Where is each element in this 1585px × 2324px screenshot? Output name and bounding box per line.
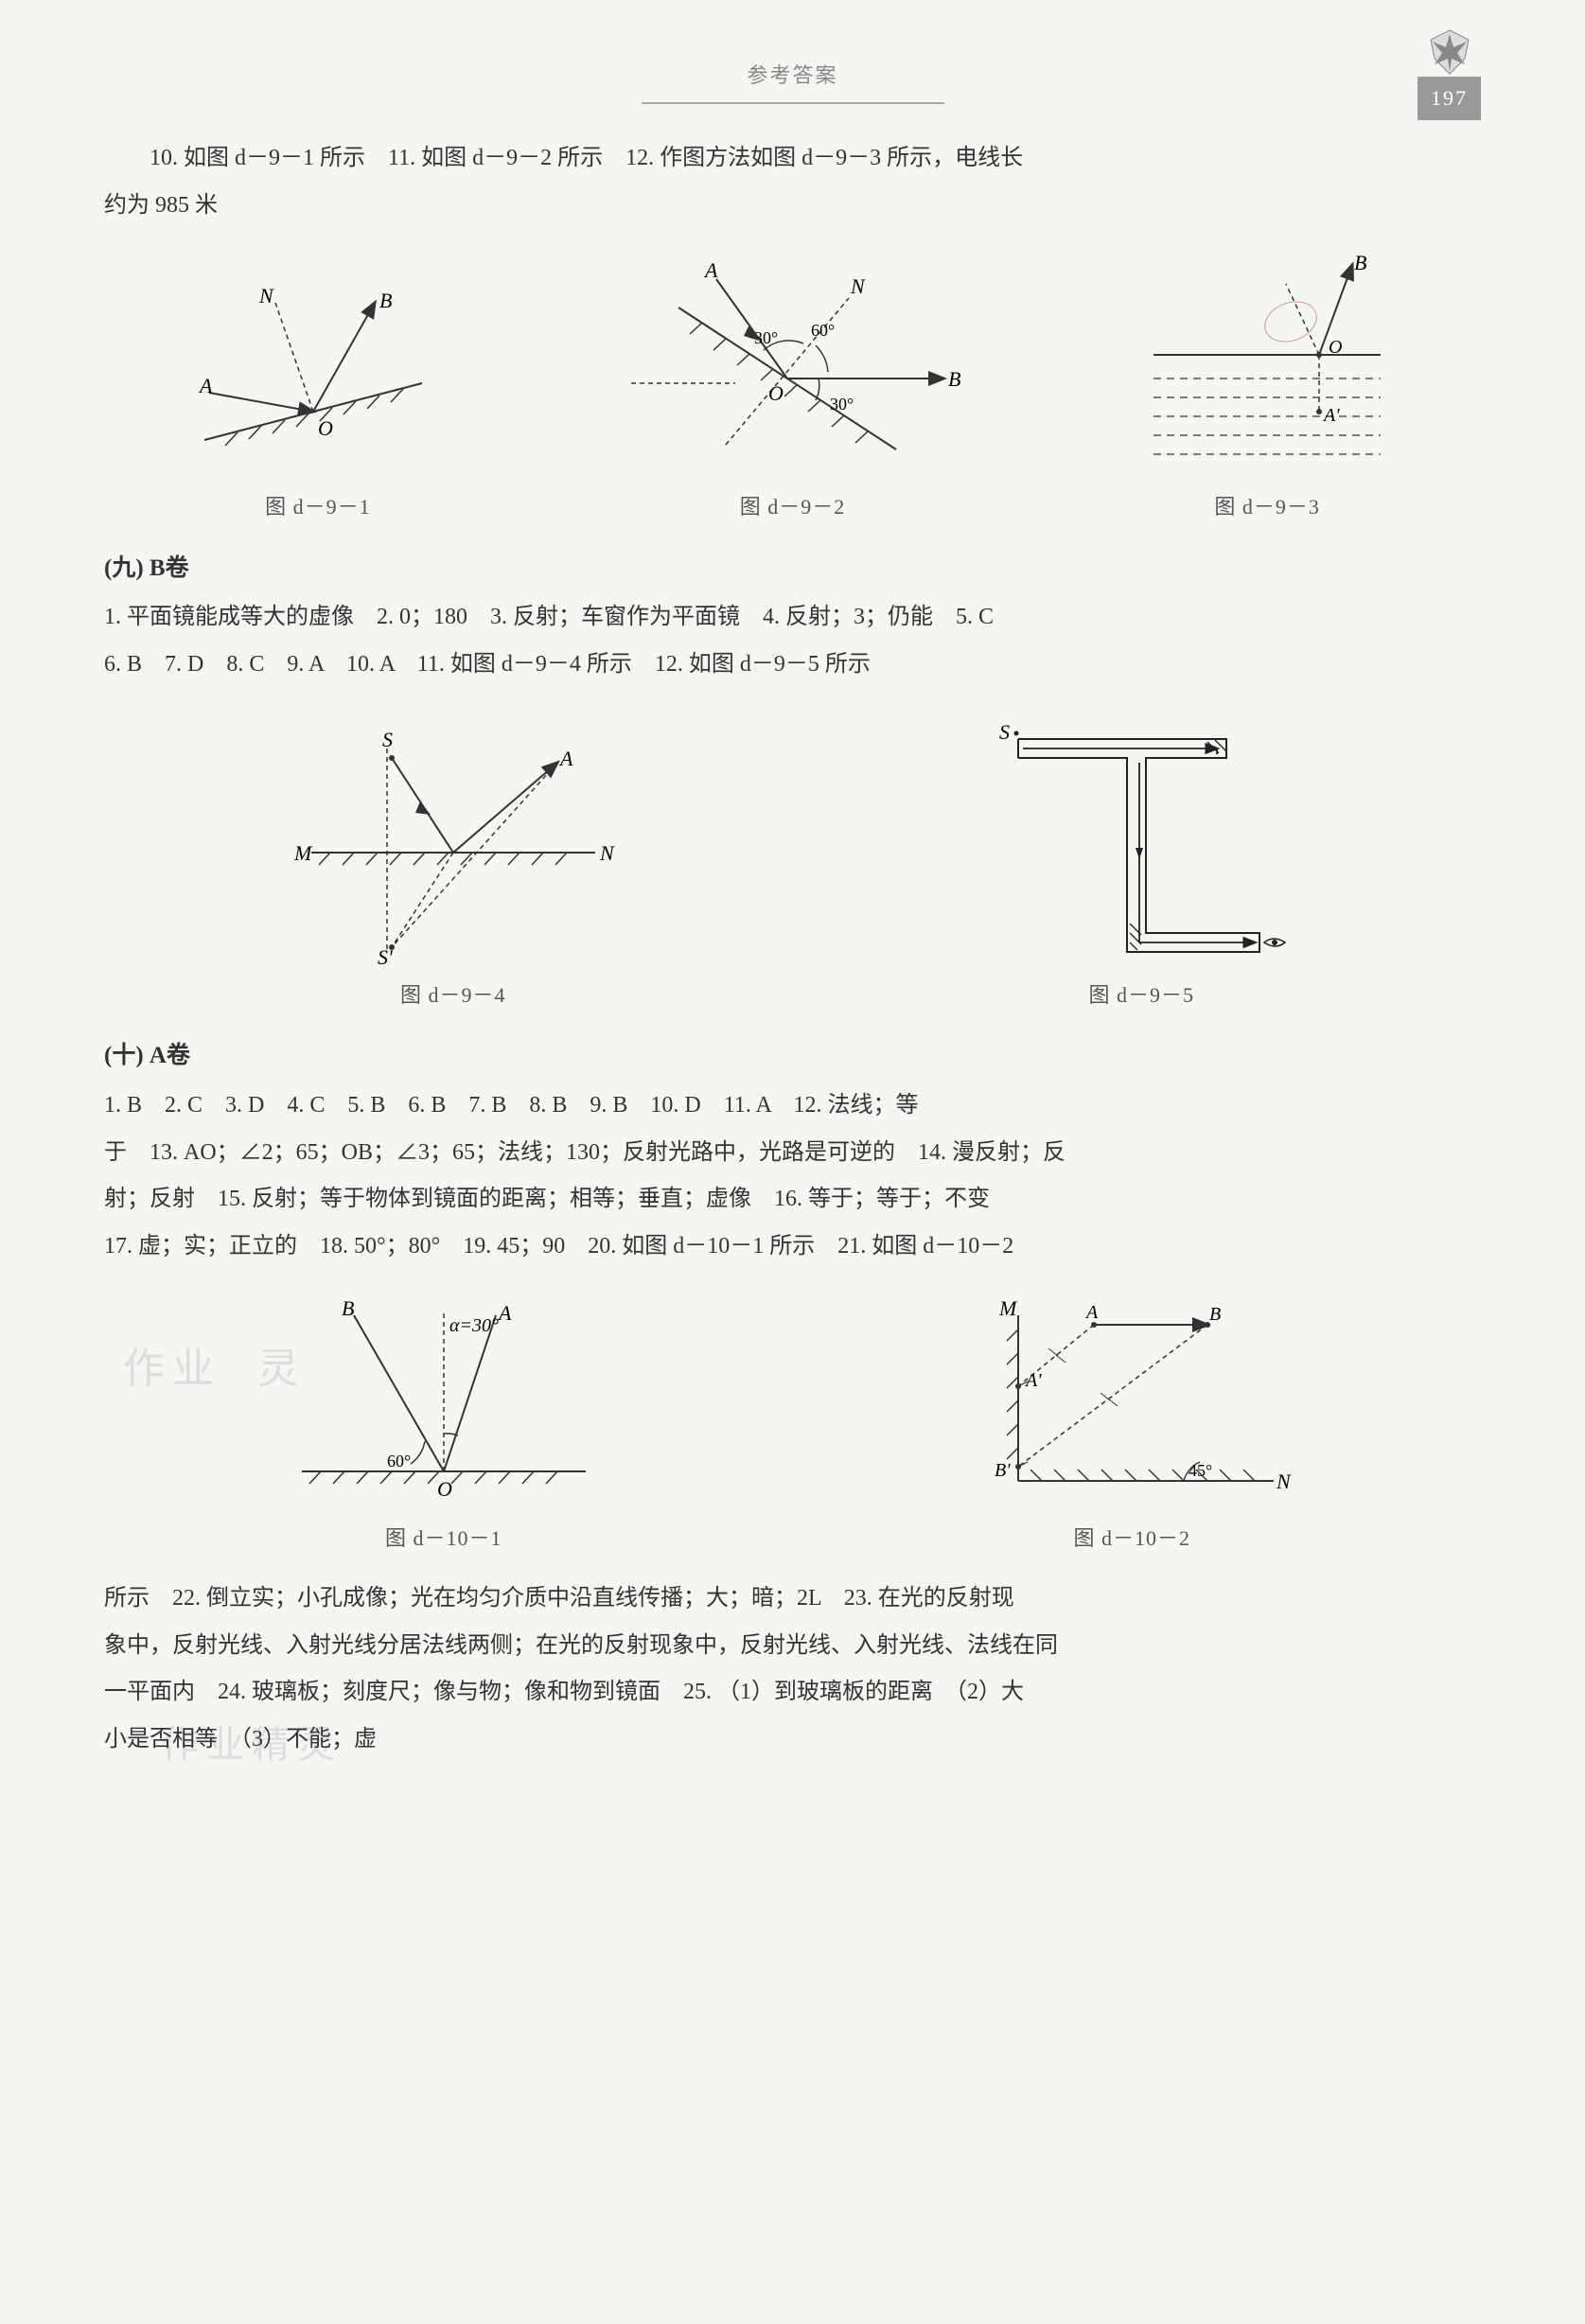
svg-text:45°: 45° xyxy=(1189,1461,1212,1480)
section-9b-heading: (九) B卷 xyxy=(104,546,1481,591)
svg-text:30°: 30° xyxy=(754,328,778,347)
page-header: 参考答案 197 xyxy=(104,47,1481,104)
figure-d-10-2: M N A B A' B' 45° 图 d－10－2 xyxy=(961,1292,1302,1558)
svg-text:A': A' xyxy=(1322,405,1340,426)
figure-d-9-1: N B A O 图 d－9－1 xyxy=(185,270,450,527)
figure-d-9-2: A N B O 30° 60° 30° 图 d－9－2 xyxy=(612,251,972,527)
svg-text:B: B xyxy=(1354,251,1366,274)
svg-text:N: N xyxy=(599,841,615,865)
fig-caption: 图 d－9－4 xyxy=(400,976,506,1015)
svg-text:N: N xyxy=(1276,1470,1292,1493)
content: 10. 如图 d－9－1 所示 11. 如图 d－9－2 所示 12. 作图方法… xyxy=(104,137,1481,1762)
svg-text:N: N xyxy=(850,274,866,298)
leaf-icon xyxy=(1421,28,1478,80)
sec10-line2: 于 13. AO；∠2；65；OB；∠3；65；法线；130；反射光路中，光路是… xyxy=(104,1132,1481,1175)
figure-d-9-4: S S' A M N 图 d－9－4 xyxy=(283,720,624,1015)
svg-text:B: B xyxy=(1209,1304,1221,1325)
svg-text:A': A' xyxy=(1024,1370,1042,1391)
last-l3: 一平面内 24. 玻璃板；刻度尺；像与物；像和物到镜面 25. （1）到玻璃板的… xyxy=(104,1671,1481,1715)
svg-text:B: B xyxy=(948,367,960,391)
figure-row-2: S S' A M N 图 d－9－4 xyxy=(104,711,1481,1015)
sec9-line1: 1. 平面镜能成等大的虚像 2. 0；180 3. 反射；车窗作为平面镜 4. … xyxy=(104,596,1481,640)
svg-text:S: S xyxy=(999,720,1010,744)
header-underline xyxy=(642,102,944,104)
answers-10-12-line2: 约为 985 米 xyxy=(104,185,1481,228)
svg-text:O: O xyxy=(768,381,784,405)
figure-row-3: 作业 灵 B A α=30° 6 xyxy=(104,1292,1481,1558)
svg-text:B: B xyxy=(342,1296,354,1320)
sec10-line1: 1. B 2. C 3. D 4. C 5. B 6. B 7. B 8. B … xyxy=(104,1084,1481,1128)
svg-text:A: A xyxy=(497,1301,512,1325)
svg-text:N: N xyxy=(258,284,274,308)
figure-d-10-1: B A α=30° 60° O 图 d－10－1 xyxy=(283,1292,605,1558)
figure-d-9-5: S 图 d－9－5 xyxy=(980,711,1302,1015)
svg-text:60°: 60° xyxy=(387,1452,411,1470)
svg-text:S: S xyxy=(382,728,393,751)
svg-text:60°: 60° xyxy=(811,321,835,340)
last-l1: 所示 22. 倒立实；小孔成像；光在均匀介质中沿直线传播；大；暗；2L 23. … xyxy=(104,1577,1481,1621)
svg-text:O: O xyxy=(1329,337,1342,358)
last-l4: 小是否相等 （3）不能；虚 xyxy=(104,1718,1481,1762)
last-l2: 象中，反射光线、入射光线分居法线两侧；在光的反射现象中，反射光线、入射光线、法线… xyxy=(104,1625,1481,1668)
svg-text:M: M xyxy=(293,841,313,865)
page-badge: 197 xyxy=(1418,28,1481,120)
fig-caption: 图 d－10－1 xyxy=(385,1519,502,1558)
section-10a-heading: (十) A卷 xyxy=(104,1033,1481,1079)
sec10-line3: 射；反射 15. 反射；等于物体到镜面的距离；相等；垂直；虚像 16. 等于；等… xyxy=(104,1178,1481,1222)
fig-caption: 图 d－9－5 xyxy=(1088,976,1194,1015)
svg-text:M: M xyxy=(998,1296,1018,1320)
page-number: 197 xyxy=(1418,77,1481,120)
fig-caption: 图 d－10－2 xyxy=(1073,1519,1190,1558)
svg-text:A: A xyxy=(198,374,213,397)
fig-caption: 图 d－9－3 xyxy=(1214,487,1320,527)
svg-text:B': B' xyxy=(995,1460,1011,1481)
svg-text:S': S' xyxy=(378,945,393,966)
fig-caption: 图 d－9－1 xyxy=(265,487,371,527)
figure-d-9-3: B O A' 图 d－9－3 xyxy=(1135,251,1400,527)
header-title: 参考答案 xyxy=(747,56,837,96)
figure-row-1: N B A O 图 d－9－1 xyxy=(104,251,1481,527)
answers-10-12-line1: 10. 如图 d－9－1 所示 11. 如图 d－9－2 所示 12. 作图方法… xyxy=(104,137,1481,181)
watermark-left: 作业 灵 xyxy=(123,1329,307,1409)
svg-text:O: O xyxy=(437,1477,452,1501)
sec10-line4: 17. 虚；实；正立的 18. 50°；80° 19. 45；90 20. 如图… xyxy=(104,1225,1481,1269)
fig-caption: 图 d－9－2 xyxy=(740,487,846,527)
svg-text:30°: 30° xyxy=(830,395,854,414)
sec9-line2: 6. B 7. D 8. C 9. A 10. A 11. 如图 d－9－4 所… xyxy=(104,643,1481,687)
svg-text:A: A xyxy=(1084,1302,1099,1323)
svg-text:A: A xyxy=(703,258,718,282)
svg-text:A: A xyxy=(558,747,573,770)
svg-text:α=30°: α=30° xyxy=(449,1315,499,1336)
svg-text:O: O xyxy=(318,416,333,440)
svg-text:B: B xyxy=(379,289,392,312)
